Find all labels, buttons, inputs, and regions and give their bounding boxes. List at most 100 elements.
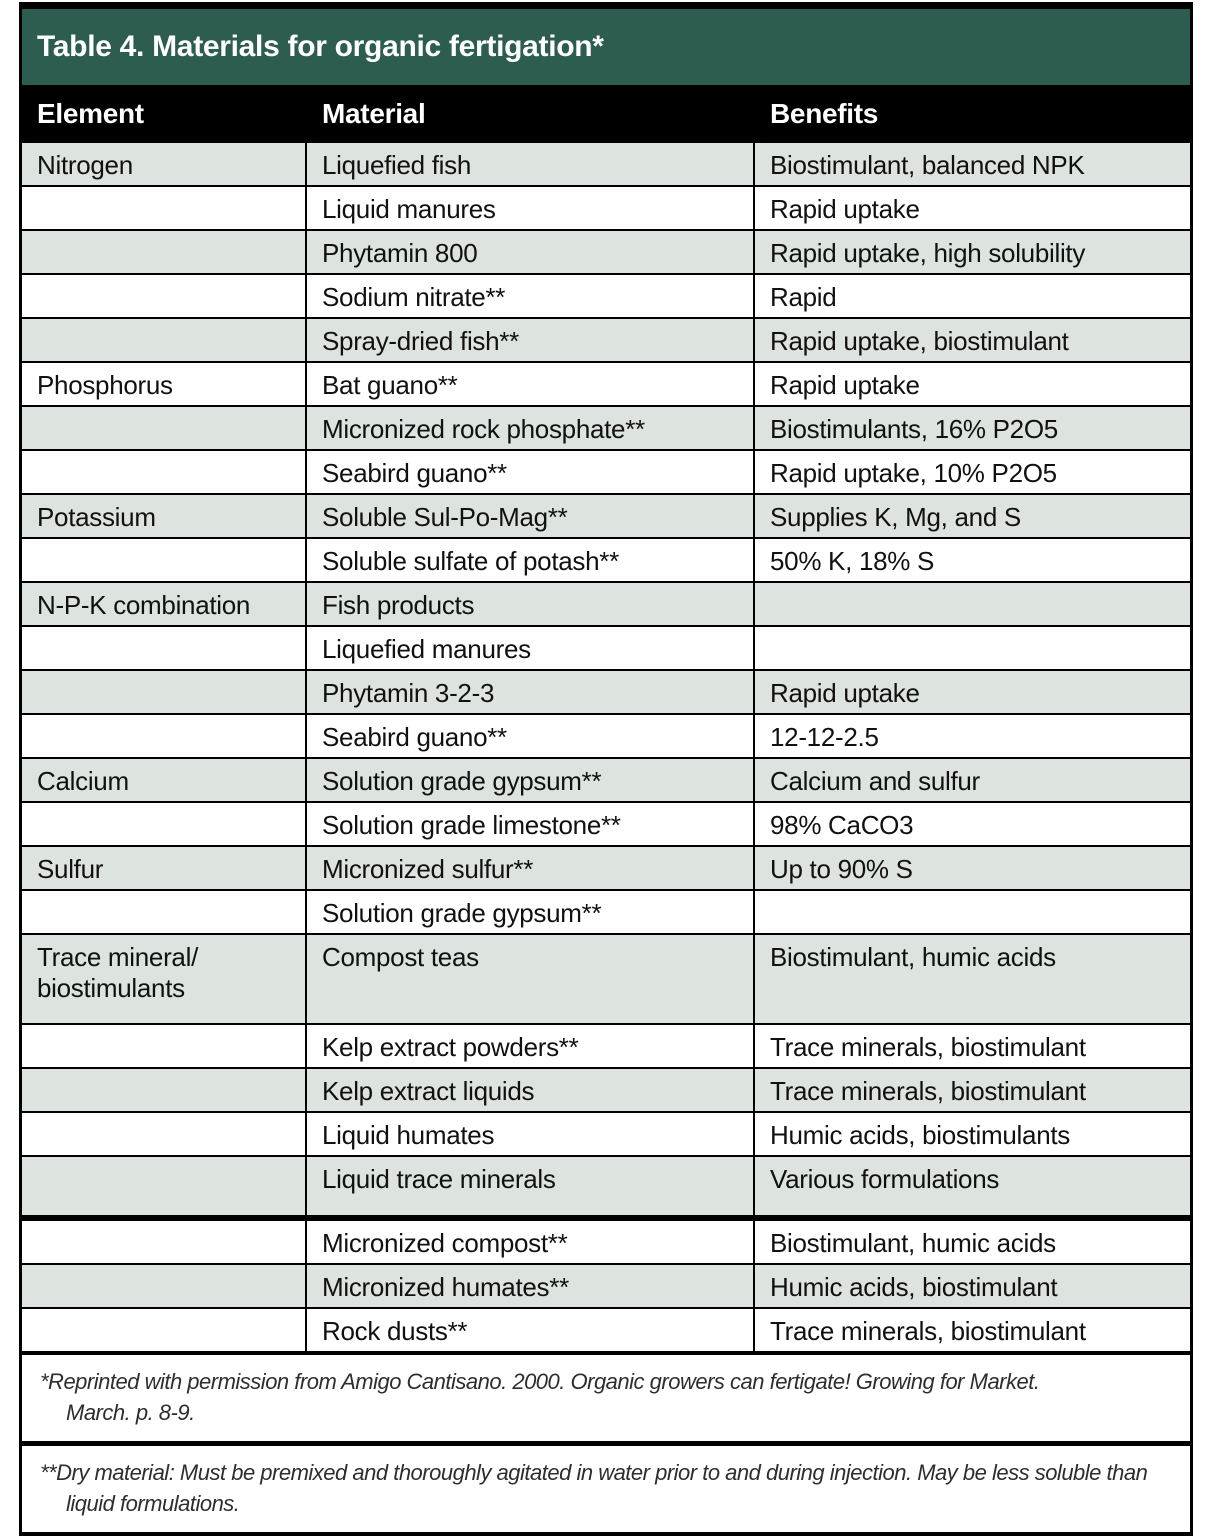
benefits-cell: Rapid uptake, 10% P2O5 (770, 458, 1057, 488)
benefits-cell: Rapid uptake (770, 194, 920, 224)
element-cell (22, 539, 307, 581)
table-row: Sulfur Micronized sulfur** Up to 90% S (22, 847, 1190, 891)
benefits-cell: Rapid uptake, high solubility (770, 238, 1086, 268)
material-cell: Solution grade gypsum** (307, 891, 755, 933)
table-row: Trace mineral/ biostimulants Compost tea… (22, 935, 1190, 1025)
element-cell (22, 1025, 307, 1067)
material-cell: Bat guano** (307, 363, 755, 405)
material-cell: Liquid manures (307, 187, 755, 229)
benefits-cell: Humic acids, biostimulants (770, 1120, 1070, 1150)
element-cell (22, 1113, 307, 1155)
material-cell: Liquid trace minerals (307, 1157, 755, 1215)
table-row: Liquefied manures (22, 627, 1190, 671)
element-cell (22, 671, 307, 713)
material-cell: Phytamin 3-2-3 (307, 671, 755, 713)
table-row: Spray-dried fish** Rapid uptake, biostim… (22, 319, 1190, 363)
benefits-cell: Biostimulant, balanced NPK (770, 150, 1085, 180)
table-row: Rock dusts** Trace minerals, biostimulan… (22, 1309, 1190, 1353)
element-cell (22, 1309, 307, 1351)
benefits-cell: 50% K, 18% S (770, 546, 935, 576)
table-body: Nitrogen Liquefied fish Biostimulant, ba… (22, 143, 1190, 1353)
benefits-cell: Rapid (770, 282, 837, 312)
element-cell (22, 1265, 307, 1307)
benefits-cell: Humic acids, biostimulant (770, 1272, 1058, 1302)
table-row: Phosphorus Bat guano** Rapid uptake (22, 363, 1190, 407)
table-row: Liquid trace minerals Various formulatio… (22, 1157, 1190, 1221)
benefits-cell: 98% CaCO3 (770, 810, 914, 840)
material-cell: Micronized sulfur** (307, 847, 755, 889)
material-cell: Soluble sulfate of potash** (307, 539, 755, 581)
column-header-element: Element (37, 98, 144, 129)
benefits-cell: Biostimulant, humic acids (770, 1228, 1056, 1258)
benefits-cell: Supplies K, Mg, and S (770, 502, 1021, 532)
footnote-dry-material-line-2: liquid formulations. (66, 1491, 240, 1516)
footnote-dry-material: **Dry material: Must be premixed and tho… (22, 1446, 1190, 1532)
benefits-cell: 12-12-2.5 (770, 722, 879, 752)
benefits-cell (755, 627, 1190, 669)
element-cell: Calcium (22, 759, 307, 801)
material-cell: Liquefied fish (307, 143, 755, 185)
element-cell: N-P-K combination (22, 583, 307, 625)
benefits-cell: Biostimulant, humic acids (770, 942, 1056, 972)
element-cell (22, 451, 307, 493)
material-cell: Seabird guano** (307, 715, 755, 757)
table-row: Seabird guano** Rapid uptake, 10% P2O5 (22, 451, 1190, 495)
element-cell (22, 715, 307, 757)
element-cell (22, 891, 307, 933)
material-cell: Micronized rock phosphate** (307, 407, 755, 449)
material-cell: Kelp extract powders** (307, 1025, 755, 1067)
benefits-cell: Calcium and sulfur (770, 766, 980, 796)
table-title-bar: Table 4. Materials for organic fertigati… (22, 9, 1190, 85)
material-cell: Phytamin 800 (307, 231, 755, 273)
element-cell (22, 187, 307, 229)
element-cell (22, 231, 307, 273)
material-cell: Soluble Sul-Po-Mag** (307, 495, 755, 537)
material-cell: Fish products (307, 583, 755, 625)
benefits-cell: Trace minerals, biostimulant (770, 1076, 1086, 1106)
table-row: Micronized rock phosphate** Biostimulant… (22, 407, 1190, 451)
element-cell: Potassium (22, 495, 307, 537)
column-header-row: Element Material Benefits (22, 85, 1190, 143)
table-row: Soluble sulfate of potash** 50% K, 18% S (22, 539, 1190, 583)
material-cell: Rock dusts** (307, 1309, 755, 1351)
element-cell (22, 1069, 307, 1111)
benefits-cell (755, 891, 1190, 933)
table-row: Micronized compost** Biostimulant, humic… (22, 1221, 1190, 1265)
footnote-source: *Reprinted with permission from Amigo Ca… (22, 1353, 1190, 1446)
material-cell: Micronized compost** (307, 1221, 755, 1263)
benefits-cell: Rapid uptake (770, 370, 920, 400)
material-cell: Liquid humates (307, 1113, 755, 1155)
table-row: Sodium nitrate** Rapid (22, 275, 1190, 319)
element-cell (22, 407, 307, 449)
benefits-cell: Trace minerals, biostimulant (770, 1032, 1086, 1062)
benefits-cell: Up to 90% S (770, 854, 913, 884)
table-row: Calcium Solution grade gypsum** Calcium … (22, 759, 1190, 803)
column-header-material: Material (322, 98, 426, 129)
footnote-dry-material-line-1: **Dry material: Must be premixed and tho… (40, 1460, 1148, 1485)
table-row: Solution grade limestone** 98% CaCO3 (22, 803, 1190, 847)
fertigation-materials-table: Table 4. Materials for organic fertigati… (19, 2, 1193, 1536)
element-cell (22, 627, 307, 669)
table-row: Nitrogen Liquefied fish Biostimulant, ba… (22, 143, 1190, 187)
table-row: N-P-K combination Fish products (22, 583, 1190, 627)
table-row: Potassium Soluble Sul-Po-Mag** Supplies … (22, 495, 1190, 539)
table-row: Seabird guano** 12-12-2.5 (22, 715, 1190, 759)
table-title: Table 4. Materials for organic fertigati… (37, 30, 604, 63)
material-cell: Seabird guano** (307, 451, 755, 493)
table-row: Kelp extract liquids Trace minerals, bio… (22, 1069, 1190, 1113)
element-cell: Phosphorus (22, 363, 307, 405)
element-cell: Trace mineral/ biostimulants (22, 935, 307, 1023)
table-row: Liquid manures Rapid uptake (22, 187, 1190, 231)
element-cell (22, 319, 307, 361)
benefits-cell: Rapid uptake (770, 678, 920, 708)
table-row: Solution grade gypsum** (22, 891, 1190, 935)
table-row: Kelp extract powders** Trace minerals, b… (22, 1025, 1190, 1069)
table-row: Liquid humates Humic acids, biostimulant… (22, 1113, 1190, 1157)
benefits-cell (755, 583, 1190, 625)
element-cell (22, 1221, 307, 1263)
material-cell: Spray-dried fish** (307, 319, 755, 361)
element-cell: Nitrogen (22, 143, 307, 185)
table-row: Phytamin 800 Rapid uptake, high solubili… (22, 231, 1190, 275)
material-cell: Compost teas (307, 935, 755, 1023)
table-row: Micronized humates** Humic acids, biosti… (22, 1265, 1190, 1309)
